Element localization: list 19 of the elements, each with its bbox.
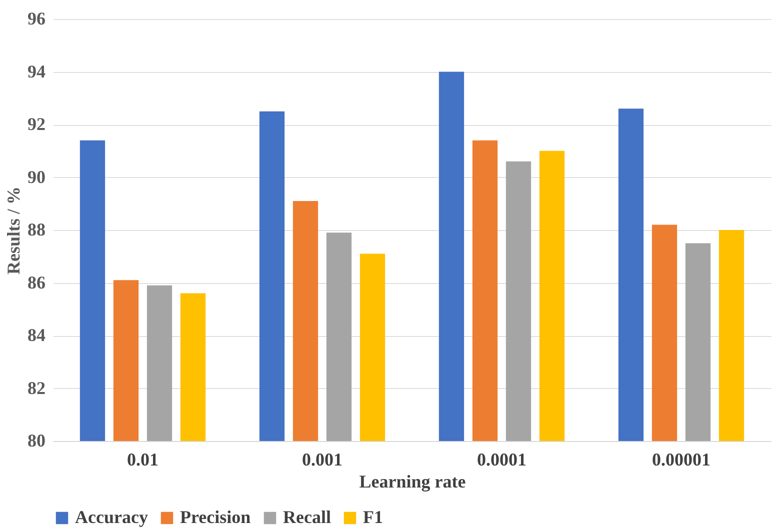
x-tick-label: 0.0001 bbox=[477, 450, 526, 470]
y-tick-label: 80 bbox=[28, 430, 46, 450]
y-tick-label: 92 bbox=[28, 114, 46, 134]
x-tick-label: 0.01 bbox=[127, 450, 158, 470]
x-tick-label: 0.001 bbox=[302, 450, 342, 470]
y-tick-label: 86 bbox=[28, 272, 46, 292]
y-tick-label: 90 bbox=[28, 166, 46, 187]
x-tick-label: 0.00001 bbox=[652, 450, 710, 470]
y-axis-title: Results / % bbox=[4, 186, 24, 275]
legend-label: Recall bbox=[283, 507, 331, 527]
x-axis-title: Learning rate bbox=[359, 472, 466, 492]
legend-label: F1 bbox=[363, 507, 383, 527]
y-tick-label: 84 bbox=[28, 325, 46, 345]
y-tick-label: 88 bbox=[28, 220, 46, 240]
y-tick-label: 94 bbox=[28, 61, 46, 82]
y-tick-label: 96 bbox=[28, 8, 46, 28]
legend-label: Accuracy bbox=[75, 507, 148, 527]
legend-label: Precision bbox=[180, 507, 251, 527]
y-tick-label: 82 bbox=[28, 378, 46, 398]
